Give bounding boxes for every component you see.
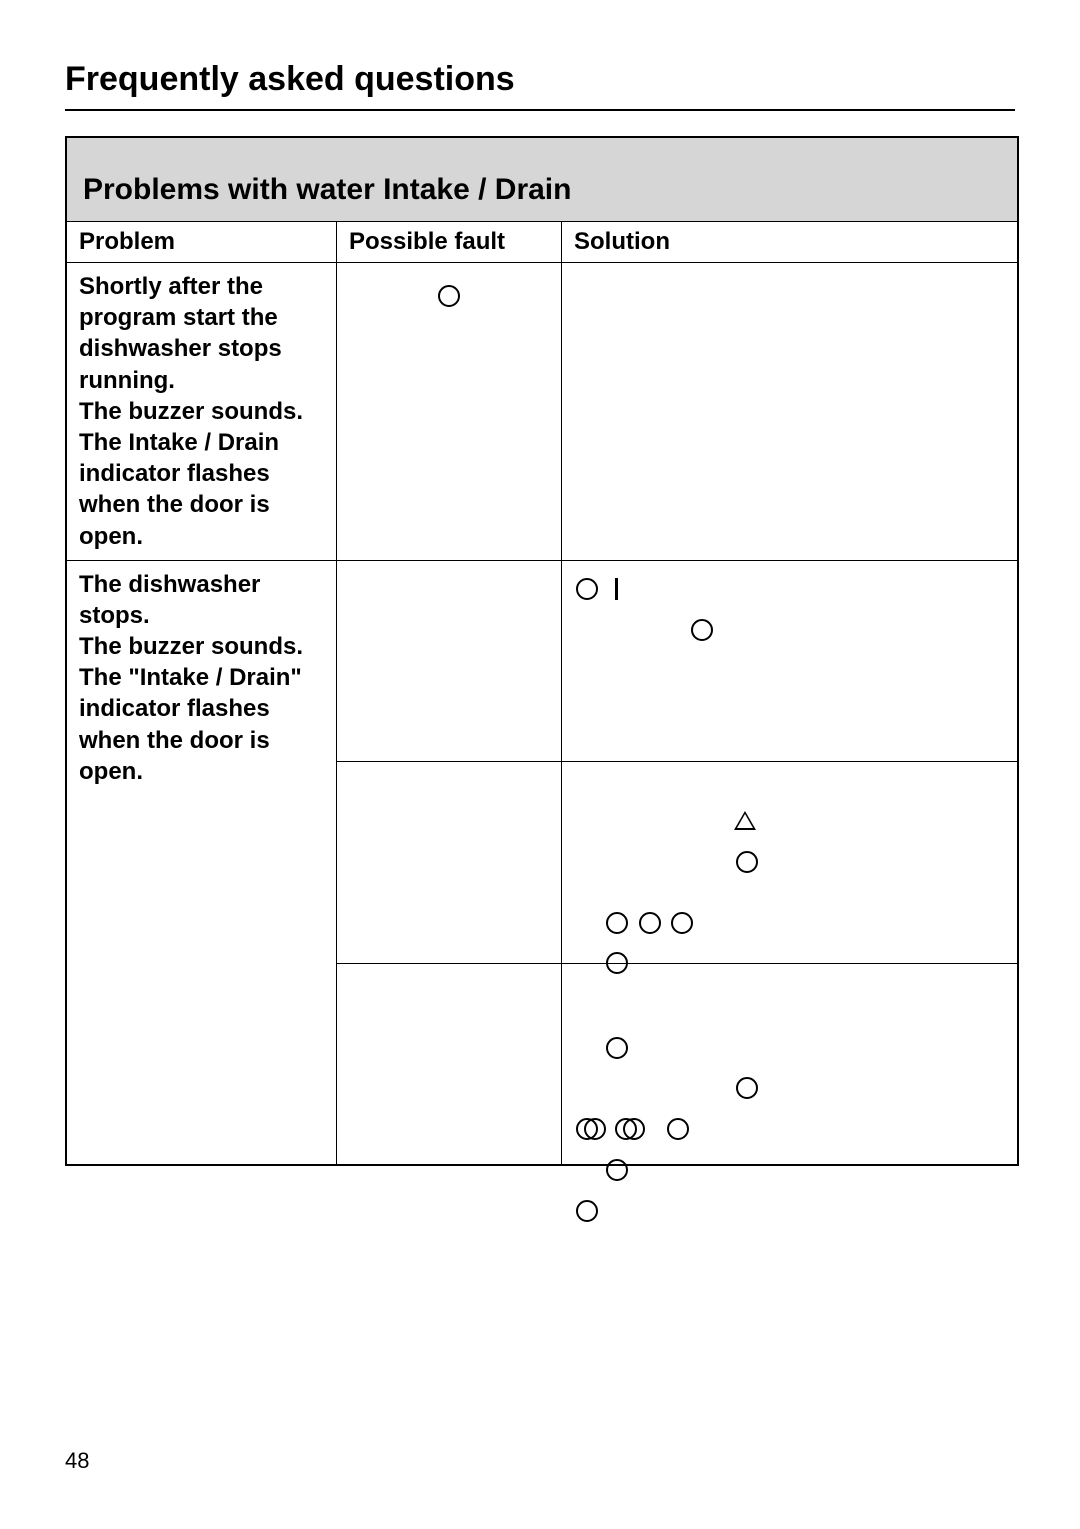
circle-icon — [691, 619, 713, 641]
double-circle-icon — [576, 1118, 604, 1140]
circle-icon — [606, 1159, 628, 1181]
fault-cell — [337, 263, 562, 560]
col-header-solution: Solution — [562, 222, 1017, 262]
circle-icon — [438, 285, 460, 307]
col-header-problem: Problem — [67, 222, 337, 262]
circle-icon — [576, 1200, 598, 1222]
fault-cell — [337, 762, 562, 963]
circle-icon — [606, 1037, 628, 1059]
solution-cell — [562, 561, 1017, 762]
circle-icon — [606, 912, 628, 934]
page-title: Frequently asked questions — [65, 60, 1015, 99]
circle-icon — [671, 912, 693, 934]
circle-icon — [736, 1077, 758, 1099]
fault-cell — [337, 561, 562, 762]
circle-icon — [576, 578, 598, 600]
column-headers-row: Problem Possible fault Solution — [67, 222, 1017, 263]
warning-icon: ! — [734, 811, 756, 830]
circle-icon — [736, 851, 758, 873]
table-row: Shortly after the program start the dish… — [67, 263, 1017, 560]
page-number: 48 — [65, 1448, 89, 1474]
circle-icon — [667, 1118, 689, 1140]
double-circle-icon — [615, 1118, 643, 1140]
faq-table: Problems with water Intake / Drain Probl… — [65, 136, 1019, 1166]
col-header-fault: Possible fault — [337, 222, 562, 262]
circle-icon — [639, 912, 661, 934]
solution-cell — [562, 263, 1017, 560]
fault-cell — [337, 964, 562, 1165]
table-row: The dishwasher stops.The buzzer sounds. … — [67, 560, 1017, 1165]
problem-cell: The dishwasher stops.The buzzer sounds. … — [67, 561, 337, 1165]
solution-cell: ! — [562, 762, 1017, 963]
solution-cell — [562, 964, 1017, 1165]
title-divider — [65, 109, 1015, 111]
bar-icon — [615, 578, 618, 600]
section-header: Problems with water Intake / Drain — [67, 138, 1017, 222]
problem-cell: Shortly after the program start the dish… — [67, 263, 337, 560]
